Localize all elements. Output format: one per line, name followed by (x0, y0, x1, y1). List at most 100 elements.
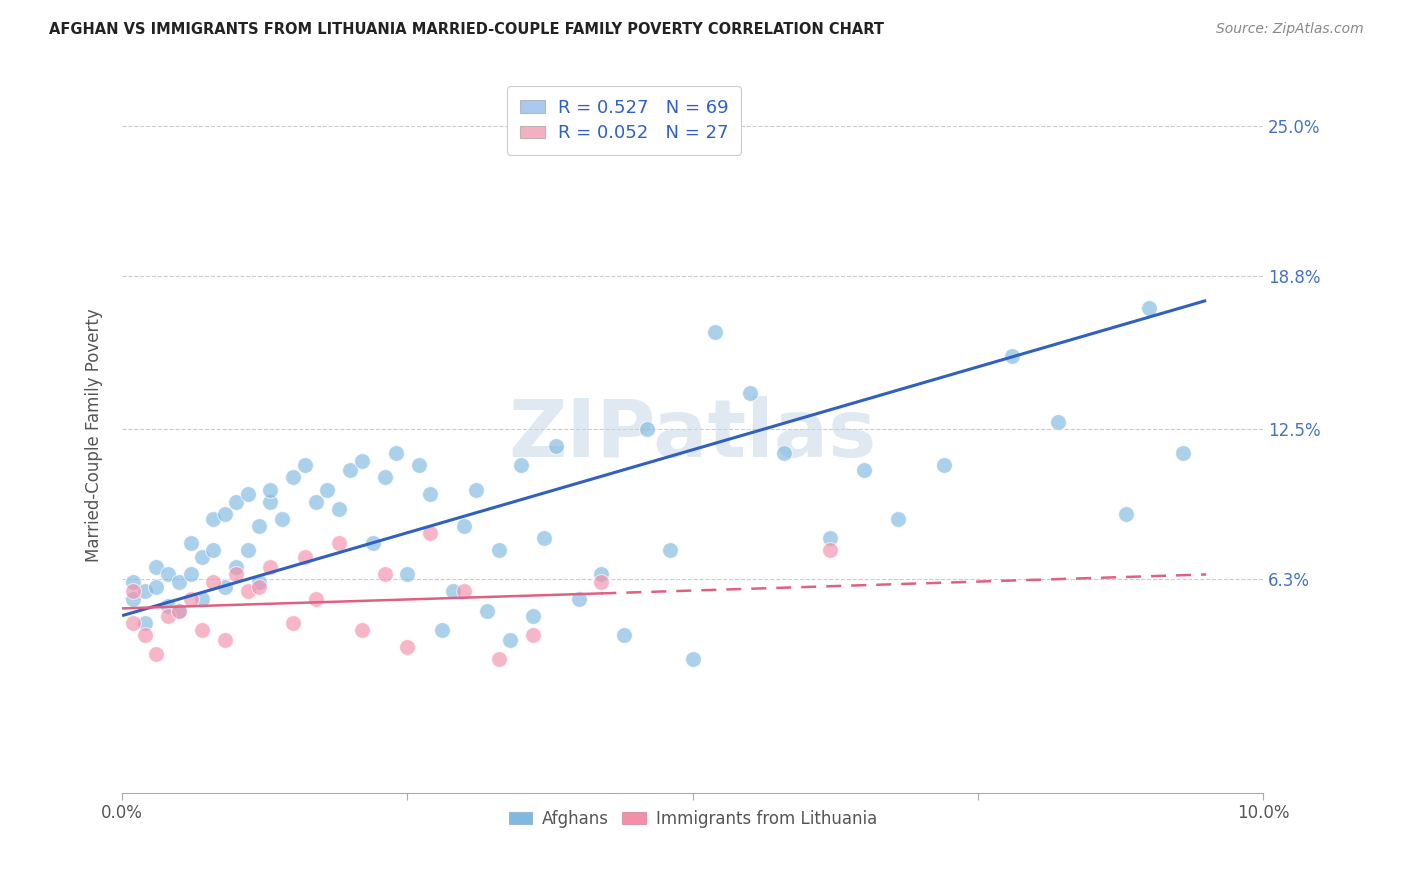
Point (567, 591, 589, 606)
Point (408, 458, 430, 473)
Point (533, 531, 555, 545)
Point (522, 608, 544, 623)
Point (214, 632, 236, 647)
Point (167, 604, 190, 618)
Point (818, 531, 841, 545)
Point (522, 628, 544, 642)
Point (350, 624, 373, 638)
Point (191, 591, 214, 606)
Point (145, 580, 167, 594)
Point (852, 463, 875, 477)
Point (247, 580, 270, 594)
Point (294, 550, 316, 565)
Point (167, 574, 190, 589)
Point (464, 483, 486, 497)
Point (1001, 349, 1024, 363)
Point (156, 567, 179, 582)
Point (932, 458, 955, 473)
Point (305, 494, 328, 508)
Point (328, 502, 350, 516)
Point (225, 560, 247, 574)
Point (134, 615, 156, 630)
Point (122, 591, 145, 606)
Point (283, 615, 305, 630)
Point (339, 463, 361, 477)
Point (191, 550, 214, 565)
Point (361, 536, 384, 550)
Point (328, 536, 350, 550)
Point (453, 519, 475, 533)
Point (259, 494, 281, 508)
Point (247, 574, 270, 589)
Point (259, 483, 281, 497)
Point (887, 511, 910, 525)
Point (1173, 446, 1195, 460)
Point (214, 507, 236, 521)
Point (373, 470, 395, 484)
Point (396, 567, 419, 582)
Point (214, 580, 236, 594)
Point (236, 487, 259, 501)
Point (247, 519, 270, 533)
Point (294, 458, 316, 473)
Point (134, 584, 156, 599)
Text: Source: ZipAtlas.com: Source: ZipAtlas.com (1216, 22, 1364, 37)
Point (145, 648, 167, 662)
Point (385, 446, 408, 460)
Point (259, 560, 281, 574)
Point (350, 453, 373, 467)
Point (396, 640, 419, 655)
Point (202, 574, 225, 589)
Y-axis label: Married-Couple Family Poverty: Married-Couple Family Poverty (86, 308, 103, 562)
Point (441, 584, 464, 599)
Point (373, 567, 395, 582)
Point (167, 604, 190, 618)
Point (510, 458, 533, 473)
Point (236, 584, 259, 599)
Point (419, 487, 441, 501)
Point (704, 325, 727, 339)
Point (156, 599, 179, 613)
Point (122, 574, 145, 589)
Point (134, 628, 156, 642)
Point (773, 446, 796, 460)
Point (636, 422, 658, 436)
Point (180, 536, 202, 550)
Point (591, 574, 613, 589)
Point (488, 543, 510, 558)
Point (818, 543, 841, 558)
Point (544, 439, 567, 453)
Point (613, 628, 636, 642)
Point (225, 494, 247, 508)
Point (156, 608, 179, 623)
Point (477, 604, 499, 618)
Text: ZIPatlas: ZIPatlas (509, 396, 877, 474)
Point (1137, 301, 1160, 315)
Legend: Afghans, Immigrants from Lithuania: Afghans, Immigrants from Lithuania (502, 803, 883, 834)
Point (419, 526, 441, 541)
Point (305, 591, 328, 606)
Point (488, 652, 510, 666)
Point (1046, 415, 1069, 429)
Point (225, 567, 247, 582)
Point (202, 511, 225, 525)
Point (591, 567, 613, 582)
Text: AFGHAN VS IMMIGRANTS FROM LITHUANIA MARRIED-COUPLE FAMILY POVERTY CORRELATION CH: AFGHAN VS IMMIGRANTS FROM LITHUANIA MARR… (49, 22, 884, 37)
Point (191, 624, 214, 638)
Point (1115, 507, 1137, 521)
Point (430, 624, 453, 638)
Point (283, 470, 305, 484)
Point (202, 543, 225, 558)
Point (180, 591, 202, 606)
Point (658, 543, 681, 558)
Point (316, 483, 339, 497)
Point (122, 584, 145, 599)
Point (682, 652, 704, 666)
Point (145, 560, 167, 574)
Point (270, 511, 292, 525)
Point (180, 567, 202, 582)
Point (738, 385, 761, 400)
Point (236, 543, 259, 558)
Point (122, 615, 145, 630)
Point (453, 584, 475, 599)
